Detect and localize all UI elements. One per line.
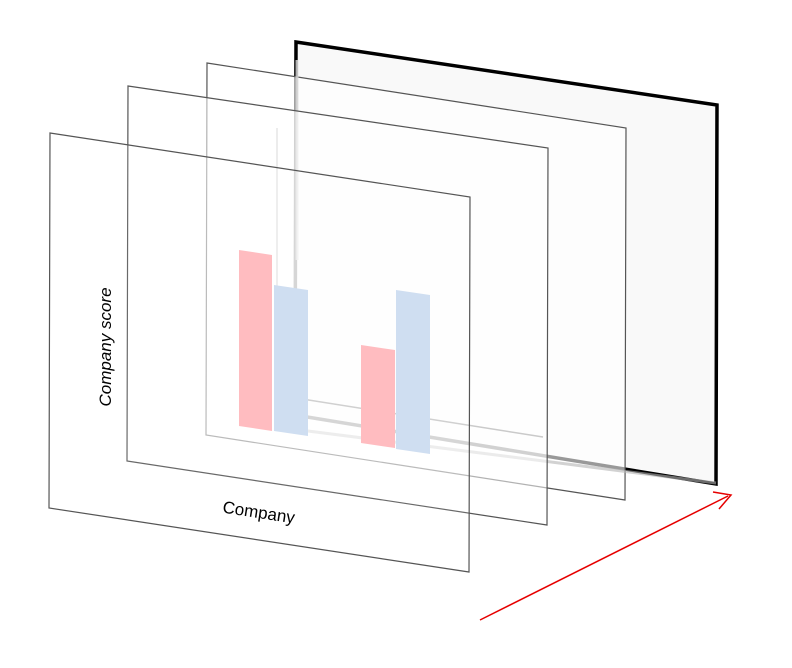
layer-2: [126, 85, 549, 526]
y-axis-label: Company score: [96, 287, 115, 406]
layer-front-panel: [48, 132, 471, 573]
layer-front: Company Company score: [48, 132, 471, 573]
depth-arrow-shaft: [479, 495, 729, 621]
bar-series-a-1: [239, 250, 272, 431]
bar-series-b-1: [274, 285, 308, 436]
depth-arrow-head: [712, 491, 733, 510]
depth-arrow: [479, 491, 733, 621]
bar-series-a-2: [361, 345, 395, 448]
bars-group: [239, 250, 430, 454]
bar-series-b-2: [396, 290, 430, 454]
layer-2-panel: [126, 85, 549, 526]
